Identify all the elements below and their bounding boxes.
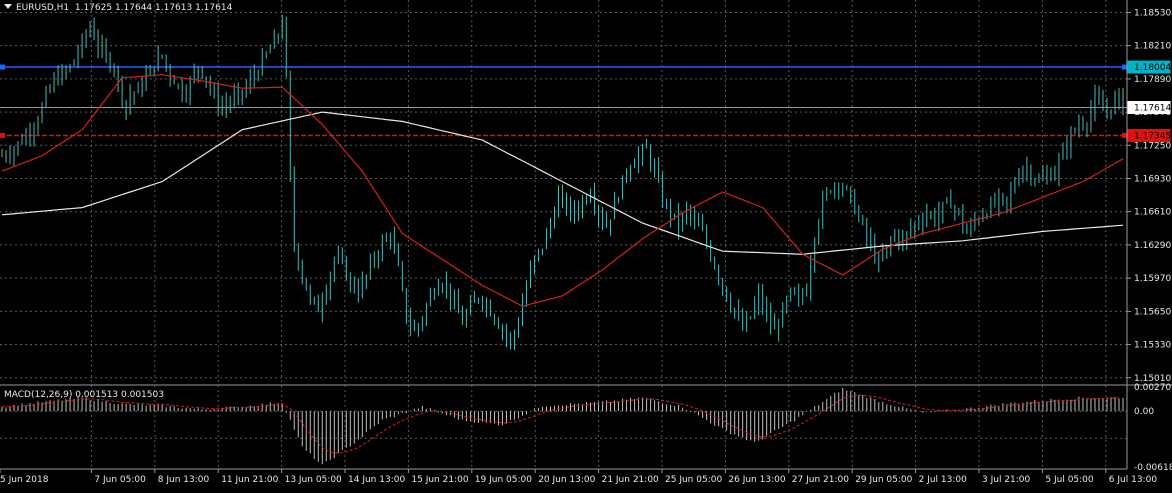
x-tick-label: 26 Jun 13:00 — [728, 475, 785, 485]
price-tag-label-bid: 1.17614 — [1134, 104, 1171, 114]
price-tag-blue — [1127, 60, 1171, 74]
x-tick-label: 8 Jun 13:00 — [158, 475, 210, 485]
ma-slow-line — [1, 111, 1124, 255]
x-tick-label: 3 Jul 21:00 — [982, 475, 1031, 485]
x-tick-label: 27 Jun 21:00 — [792, 475, 849, 485]
hline-handle-red-right — [1122, 132, 1127, 138]
price-tick-label: 1.18530 — [1134, 8, 1171, 18]
x-tick-label: 14 Jun 13:00 — [348, 475, 405, 485]
candles — [1, 14, 1124, 351]
ohlc-values: 1.17625 1.17644 1.17613 1.17614 — [74, 3, 233, 13]
x-tick-label: 15 Jun 21:00 — [411, 475, 468, 485]
macd-tick-label: 0.00 — [1134, 407, 1154, 417]
ma-fast-line — [1, 74, 1124, 307]
price-tag-bid — [1127, 101, 1171, 115]
symbol-header[interactable]: EURUSD,H1 1.17625 1.17644 1.17613 1.1761… — [4, 3, 232, 13]
x-tick-label: 7 Jun 05:00 — [94, 475, 146, 485]
price-tick-label: 1.16930 — [1134, 175, 1171, 185]
price-tick-label: 1.16290 — [1134, 241, 1171, 251]
macd-tick-label: 0.002701 — [1134, 383, 1172, 393]
macd-signal-line — [1, 394, 1124, 454]
grid — [0, 0, 1127, 469]
hline-handle-red-left — [0, 132, 5, 138]
x-tick-label: 5 Jul 05:00 — [1045, 475, 1094, 485]
price-tag-label-red: 1.17345 — [1134, 131, 1171, 141]
price-tick-label: 1.15650 — [1134, 307, 1171, 317]
price-tick-label: 1.18210 — [1134, 42, 1171, 52]
x-tick-label: 5 Jun 2018 — [0, 475, 49, 485]
x-tick-label: 13 Jun 05:00 — [285, 475, 342, 485]
hline-handle-blue-right — [1122, 64, 1127, 70]
hline-handle-blue-left — [0, 64, 5, 70]
price-tick-label: 1.15330 — [1134, 341, 1171, 351]
macd-label: MACD(12,26,9) 0.001513 0.001503 — [4, 390, 164, 400]
price-tick-label: 1.17890 — [1134, 75, 1171, 85]
moving-averages — [1, 74, 1124, 307]
price-tag-red — [1127, 128, 1171, 142]
price-tick-label: 1.17250 — [1134, 141, 1171, 151]
axis-labels: 1.185301.182101.178901.175701.172501.169… — [0, 8, 1172, 485]
macd-tick-label: -0.006182 — [1134, 463, 1172, 473]
x-tick-label: 19 Jun 05:00 — [475, 475, 532, 485]
x-tick-label: 11 Jun 21:00 — [221, 475, 278, 485]
macd-histogram — [1, 387, 1124, 465]
symbol-label: EURUSD,H1 — [16, 3, 70, 13]
axes — [0, 0, 1172, 470]
price-tick-label: 1.16610 — [1134, 208, 1171, 218]
x-tick-label: 2 Jul 13:00 — [919, 475, 968, 485]
x-tick-label: 20 Jun 13:00 — [538, 475, 595, 485]
price-tick-label: 1.15010 — [1134, 374, 1171, 384]
x-tick-label: 25 Jun 05:00 — [665, 475, 722, 485]
chevron-down-icon[interactable] — [4, 4, 12, 9]
price-tick-label: 1.15970 — [1134, 274, 1171, 284]
horizontal-lines[interactable] — [0, 64, 1127, 138]
x-tick-label: 21 Jun 21:00 — [602, 475, 659, 485]
x-tick-label: 29 Jun 05:00 — [855, 475, 912, 485]
price-tag-label-blue: 1.18004 — [1134, 63, 1171, 73]
x-tick-label: 6 Jul 13:00 — [1109, 475, 1158, 485]
